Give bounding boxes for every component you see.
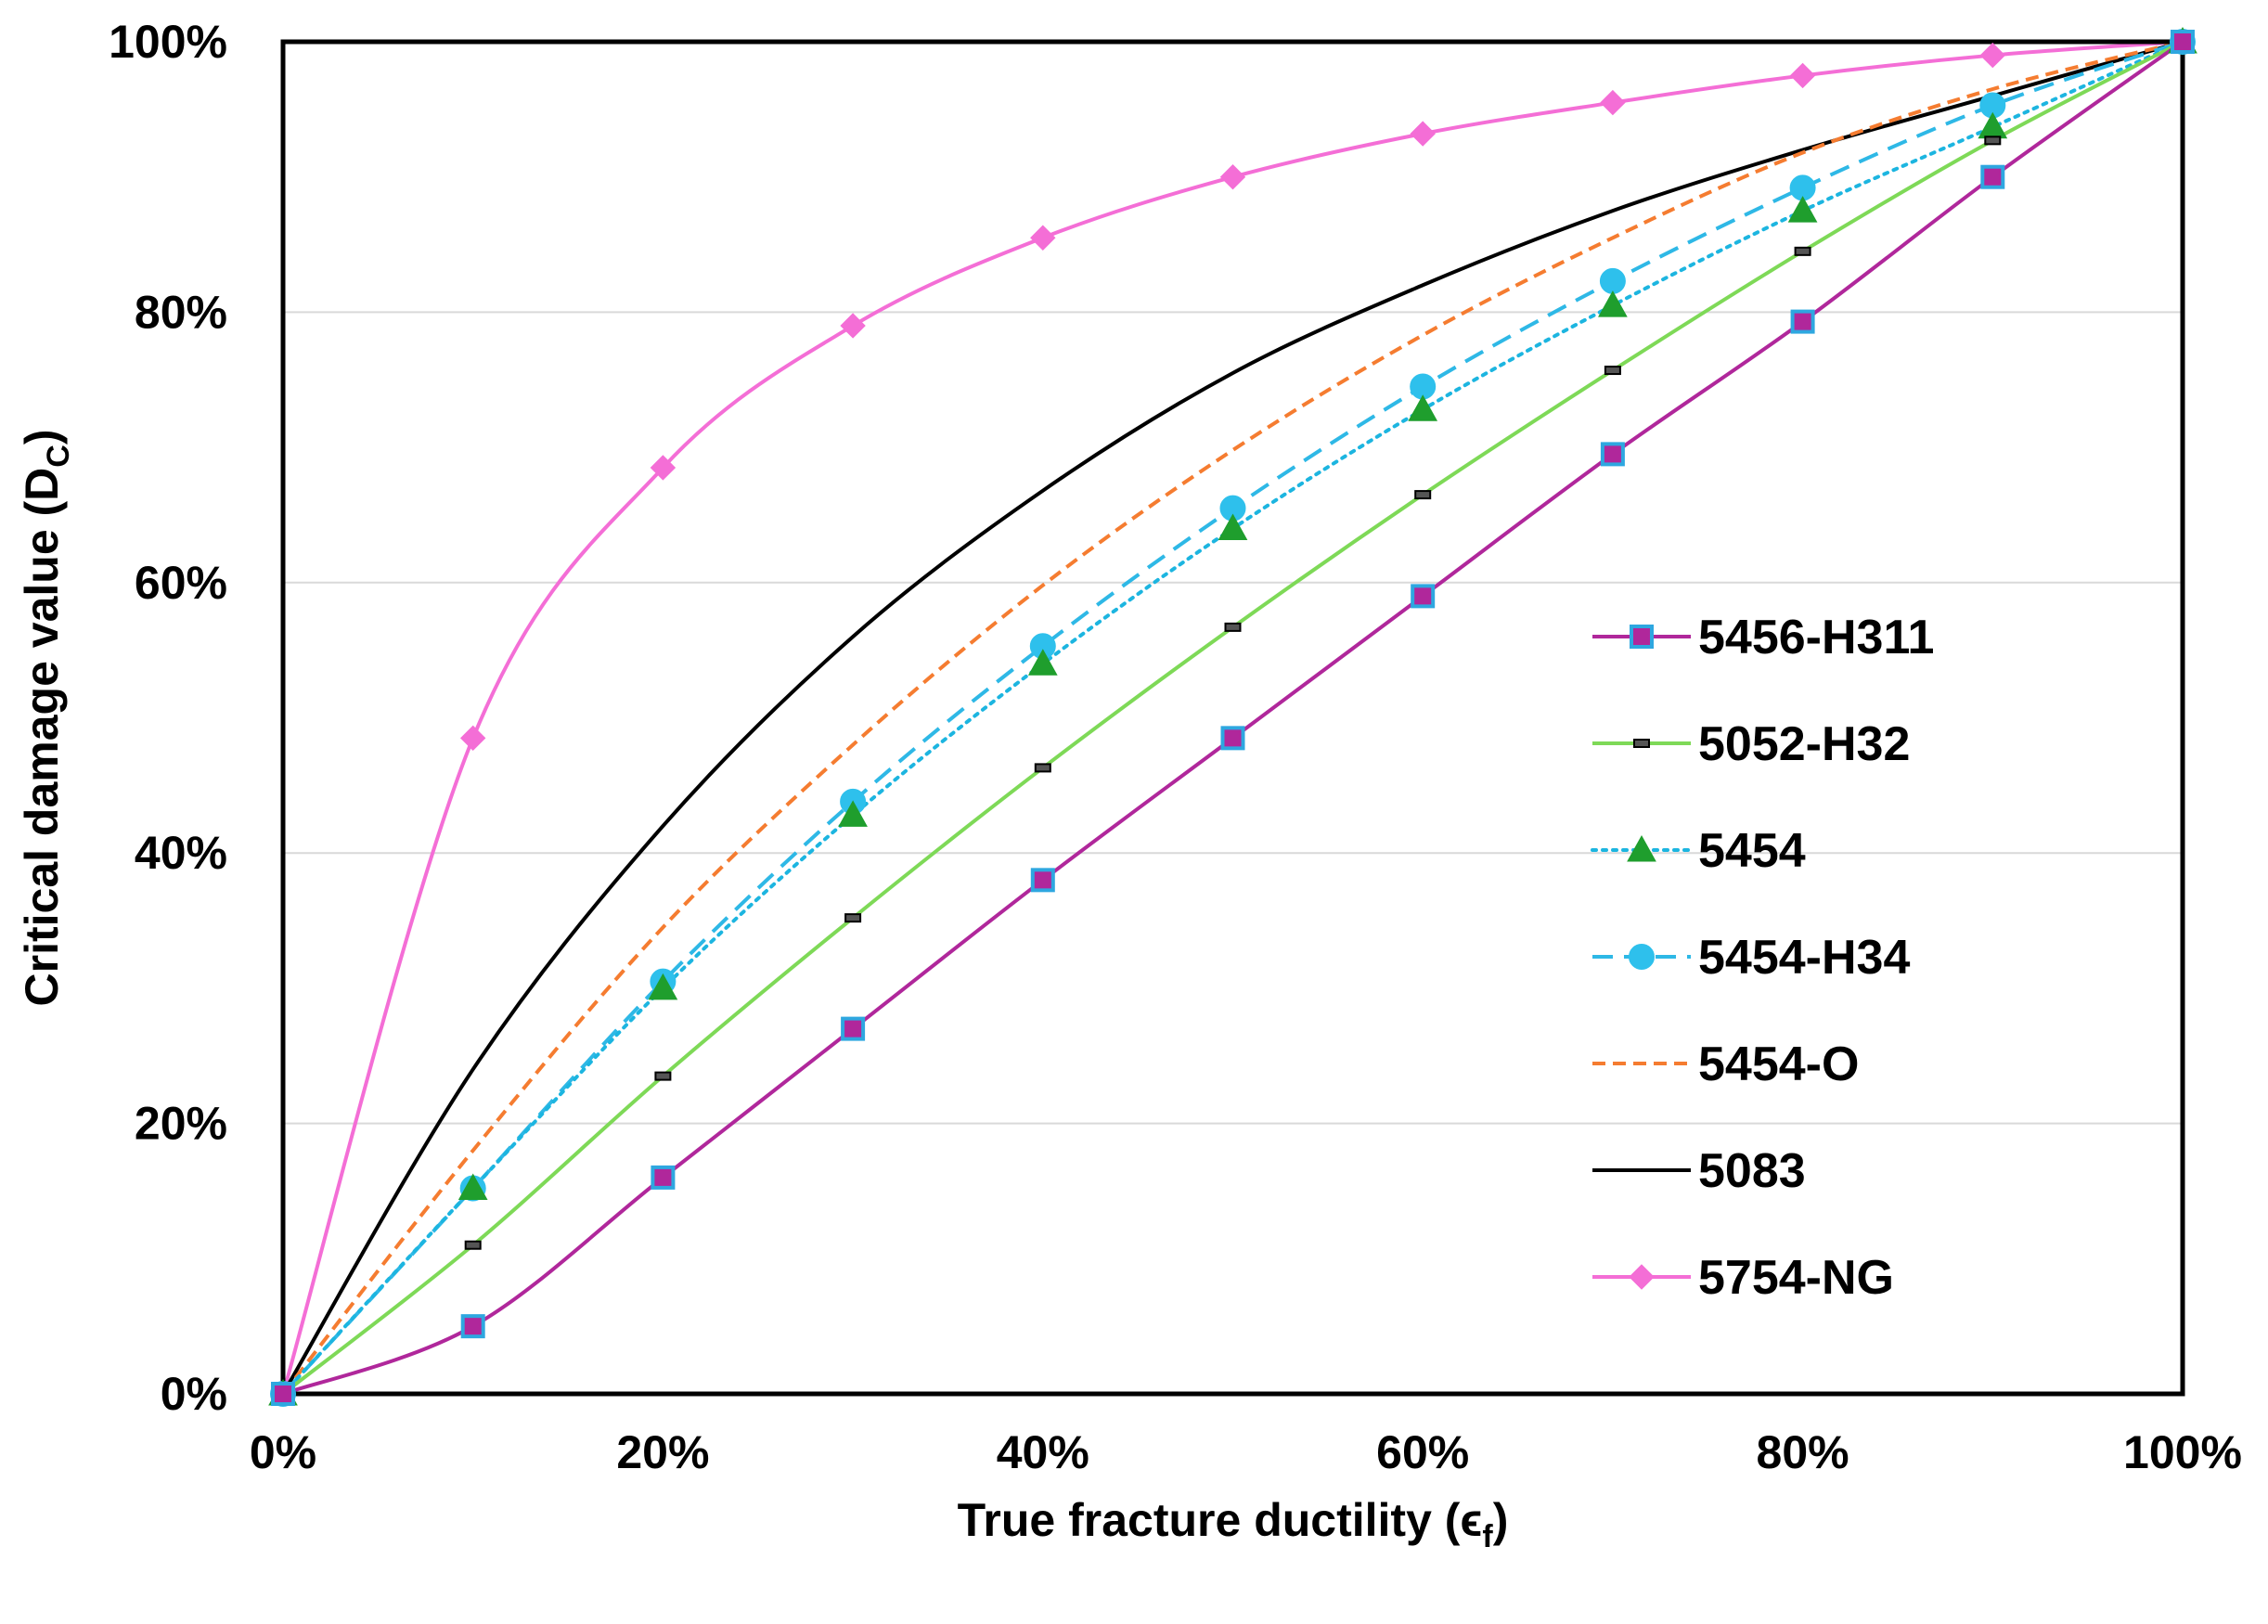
legend-label: 5454-O (1698, 1038, 1859, 1091)
data-point-5454 (648, 973, 678, 1000)
data-point-5052-h32 (1414, 490, 1432, 500)
data-point-5754-ng (1789, 62, 1816, 89)
y-tick-label: 100% (109, 16, 227, 68)
legend-label: 5456-H311 (1698, 611, 1934, 664)
data-point-5456-h311 (1980, 164, 2005, 189)
legend-item-5456-h311: 5456-H311 (1592, 611, 1934, 664)
y-axis-tick-labels: 0% 20% 40% 60% 80% 100% (109, 16, 227, 1420)
series-line-5454-o (281, 40, 2184, 1396)
data-point-5754-ng (1219, 163, 1246, 190)
y-tick-label: 60% (135, 557, 227, 609)
x-tick-label: 40% (997, 1426, 1089, 1478)
data-point-5052-h32 (1794, 246, 1811, 256)
data-point-5454 (1408, 394, 1438, 421)
legend-item-5454: 5454 (1591, 824, 1806, 878)
legend: 5456-H311 5052-H32 5454 5454-H34 5454-O 5083 5… (1591, 611, 1934, 1305)
series-line-5083 (281, 40, 2184, 1396)
data-point-5754-ng (1979, 42, 2006, 69)
legend-item-5754-ng: 5754-NG (1592, 1251, 1894, 1305)
data-point-5456-h311 (651, 1165, 676, 1190)
data-point-5754-ng (1410, 121, 1436, 147)
data-point-5454-h34 (1599, 267, 1626, 294)
gridlines (283, 311, 2183, 1125)
x-tick-label: 0% (250, 1426, 316, 1478)
x-tick-label: 20% (616, 1426, 709, 1478)
x-axis-title-symbol: ϵ (1460, 1494, 1482, 1546)
data-point-5754-ng (840, 313, 866, 339)
legend-label: 5083 (1698, 1144, 1806, 1198)
legend-swatch-marker (1633, 739, 1650, 748)
data-point-5456-h311 (2171, 30, 2195, 54)
plot-area-frame (280, 39, 2185, 1397)
y-axis-title-subscript: C (41, 445, 76, 468)
data-point-5052-h32 (844, 913, 862, 923)
x-tick-label: 100% (2123, 1426, 2242, 1478)
legend-item-5083: 5083 (1592, 1144, 1806, 1198)
legend-label: 5052-H32 (1698, 717, 1910, 771)
x-axis-title-subscript: f (1482, 1519, 1493, 1554)
data-point-5456-h311 (1411, 584, 1436, 609)
data-point-5456-h311 (841, 1016, 866, 1041)
x-tick-label: 60% (1376, 1426, 1469, 1478)
legend-item-5454-h34: 5454-H34 (1592, 931, 1910, 985)
data-point-5052-h32 (1984, 135, 2002, 146)
legend-item-5052-h32: 5052-H32 (1592, 717, 1910, 771)
y-axis-title-text: Critical damage value (D (16, 468, 68, 1007)
data-point-5456-h311 (1790, 309, 1815, 334)
data-point-5754-ng (459, 725, 486, 752)
data-point-5454 (1598, 290, 1628, 317)
data-point-5454 (1787, 196, 1818, 223)
x-axis-title-text: True fracture ductility ( (958, 1494, 1461, 1546)
legend-swatch-marker (1629, 944, 1655, 970)
data-point-5754-ng (1030, 225, 1056, 251)
x-axis-title: True fracture ductility (ϵf) (958, 1494, 1509, 1554)
x-axis-tick-labels: 0% 20% 40% 60% 80% 100% (250, 1426, 2242, 1478)
data-point-5052-h32 (1604, 366, 1621, 376)
x-tick-label: 80% (1757, 1426, 1849, 1478)
data-point-5052-h32 (654, 1071, 672, 1081)
data-point-5754-ng (650, 455, 677, 481)
legend-label: 5454-H34 (1698, 931, 1910, 985)
y-tick-label: 0% (161, 1368, 227, 1420)
data-point-5052-h32 (464, 1240, 482, 1250)
data-point-5456-h311 (460, 1314, 485, 1339)
y-axis-title: Critical damage value (DC) (16, 430, 76, 1007)
data-point-5456-h311 (1220, 726, 1245, 751)
series-line-5454 (281, 40, 2184, 1396)
data-point-5454 (1027, 649, 1058, 676)
series-line-5454-h34 (281, 40, 2184, 1396)
data-point-5754-ng (1600, 89, 1626, 116)
data-point-5456-h311 (271, 1382, 295, 1406)
legend-item-5454-o: 5454-O (1592, 1038, 1859, 1091)
legend-swatch-marker (1629, 1264, 1655, 1290)
y-tick-label: 20% (135, 1098, 227, 1150)
legend-swatch-marker (1627, 834, 1656, 862)
data-point-5454 (457, 1173, 488, 1201)
data-point-5456-h311 (1030, 868, 1055, 893)
data-point-5454 (1218, 513, 1248, 541)
x-axis-title-close: ) (1493, 1494, 1509, 1546)
data-point-5052-h32 (1224, 622, 1242, 632)
legend-label: 5454 (1698, 824, 1806, 878)
series-line-5052-h32 (281, 40, 2184, 1396)
y-tick-label: 80% (135, 286, 227, 338)
series-markers (268, 26, 2197, 1407)
y-axis-title-close: ) (16, 430, 68, 445)
data-point-5456-h311 (1600, 442, 1625, 467)
data-point-5454 (1978, 111, 2008, 139)
y-tick-label: 40% (135, 827, 227, 879)
data-point-5052-h32 (1034, 763, 1051, 773)
series-line-5754-ng (281, 40, 2184, 1395)
legend-swatch-marker (1630, 625, 1654, 649)
legend-label: 5754-NG (1698, 1251, 1894, 1305)
data-point-5454 (838, 800, 868, 827)
